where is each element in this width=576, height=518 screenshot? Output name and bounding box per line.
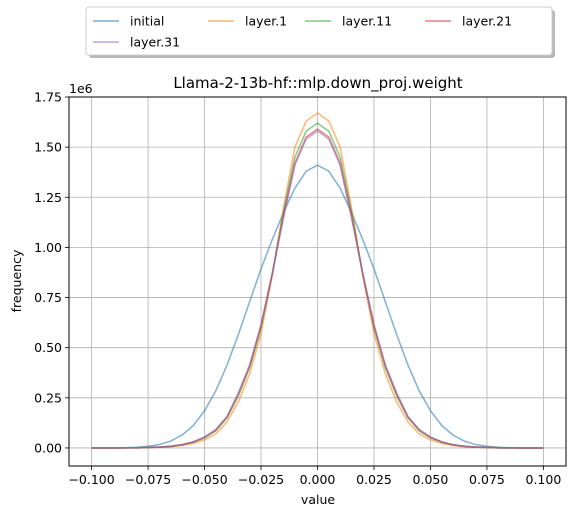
series-line-layer-31 — [91, 130, 544, 449]
legend-label: layer.21 — [462, 14, 512, 29]
legend-label: layer.31 — [130, 35, 180, 50]
y-tick-label: 0.00 — [34, 440, 62, 455]
series-line-layer-1 — [91, 112, 544, 449]
x-tick-label: 0.050 — [413, 472, 449, 487]
y-tick-label: 0.75 — [34, 290, 62, 305]
x-tick-label: 0.075 — [469, 472, 505, 487]
y-tick-label: 0.25 — [34, 390, 62, 405]
x-tick-label: −0.025 — [238, 472, 284, 487]
x-tick-label: 0.100 — [526, 472, 562, 487]
y-tick-label: 1.00 — [34, 240, 62, 255]
x-tick-label: 0.025 — [356, 472, 392, 487]
y-tick-label: 0.50 — [34, 340, 62, 355]
legend-items: initial layer.1 layer.11 layer.21 layer.31 — [93, 14, 512, 50]
legend: initial layer.1 layer.11 layer.21 layer.31 — [85, 6, 555, 58]
legend-label: layer.1 — [245, 14, 287, 29]
series-lines — [91, 112, 544, 449]
y-scale-offset-label: 1e6 — [69, 81, 93, 96]
x-tick-label: −0.100 — [68, 472, 114, 487]
y-tick-label: 1.25 — [34, 190, 62, 205]
x-tick-label: 0.000 — [300, 472, 336, 487]
x-axis-ticks: −0.100 −0.075 −0.050 −0.025 0.000 0.025 0.050 0… — [68, 466, 561, 487]
legend-label: layer.11 — [342, 14, 392, 29]
y-axis-label: frequency — [9, 249, 24, 312]
y-tick-label: 1.75 — [34, 90, 62, 105]
series-line-initial — [91, 164, 544, 449]
y-tick-label: 1.50 — [34, 140, 62, 155]
x-axis-label: value — [301, 492, 335, 507]
x-tick-label: −0.050 — [181, 472, 227, 487]
y-axis-ticks: 0.00 0.25 0.50 0.75 1.00 1.25 1.50 1.75 — [34, 90, 69, 455]
legend-label: initial — [130, 14, 164, 29]
x-tick-label: −0.075 — [125, 472, 171, 487]
chart-title: Llama-2-13b-hf::mlp.down_proj.weight — [173, 74, 462, 93]
legend-frame — [85, 6, 553, 56]
